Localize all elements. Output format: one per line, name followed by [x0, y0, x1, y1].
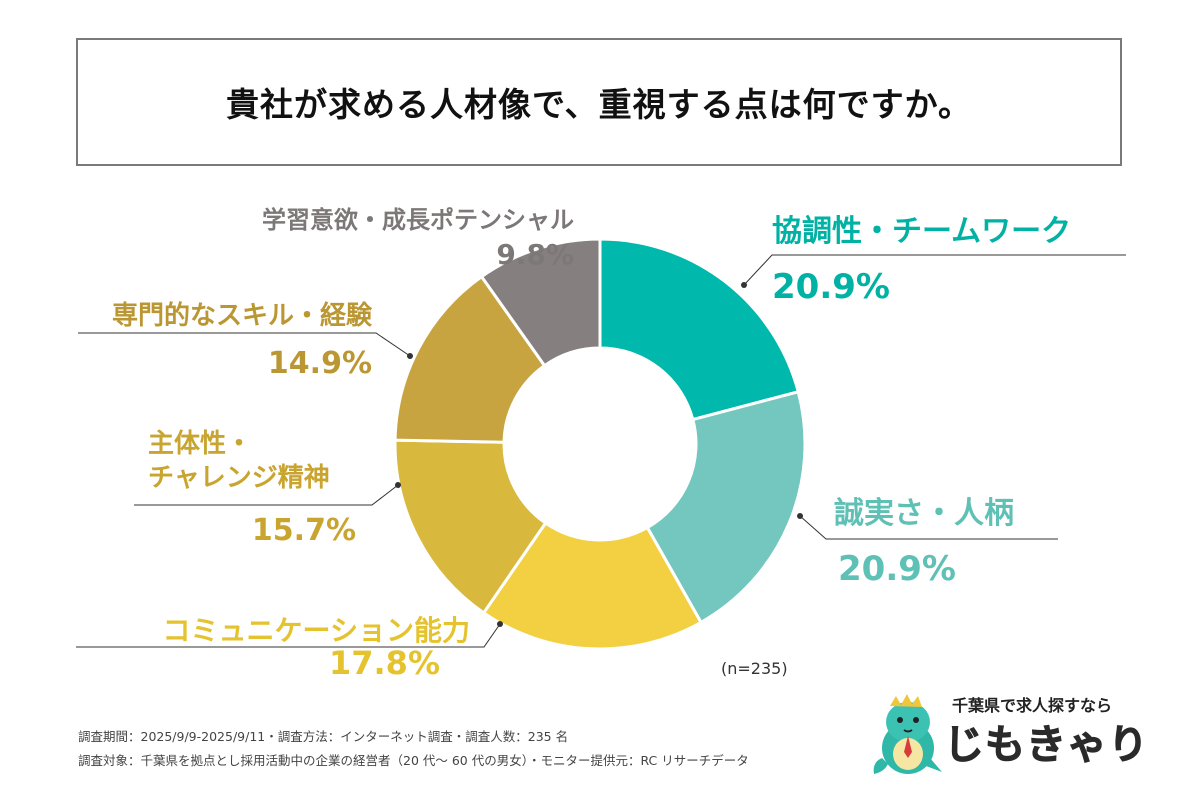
slice-value-5: 9.8%: [496, 238, 574, 271]
donut-slices: [393, 237, 807, 651]
slice-value-1: 20.9%: [838, 549, 956, 589]
leader-line-4: [78, 332, 411, 357]
slice-label-3a: 主体性・: [148, 429, 252, 459]
leader-dot-1: [797, 513, 803, 519]
donut-slice-1: [645, 390, 807, 624]
brand-logo: 千葉県で求人探すなら じもきゃり: [868, 692, 1149, 778]
slice-label-4: 専門的なスキル・経験: [112, 300, 373, 331]
donut-slice-0: [598, 237, 800, 422]
chart-title: 貴社が求める人材像で、重視する点は何ですか。: [225, 85, 973, 124]
donut-slice-4: [393, 275, 547, 444]
slice-value-2: 17.8%: [329, 644, 440, 682]
slice-value-4: 14.9%: [268, 346, 372, 381]
leader-dot-0: [741, 282, 747, 288]
slice-label-2: コミュニケーション能力: [163, 614, 470, 647]
donut-slice-2: [482, 521, 703, 651]
leader-dot-3: [395, 482, 401, 488]
leader-line-3: [134, 484, 399, 506]
leader-line-2: [76, 623, 501, 648]
slice-label-3b: チャレンジ精神: [148, 463, 330, 493]
donut-slice-3: [393, 438, 548, 615]
survey-info-line-2: 調査対象：千葉県を拠点とし採用活動中の企業の経営者（20 代〜 60 代の男女）…: [78, 753, 749, 768]
leader-dot-2: [497, 621, 503, 627]
slice-value-3: 15.7%: [252, 513, 356, 548]
leader-lines: [76, 254, 1126, 648]
slice-label-5: 学習意欲・成長ポテンシャル: [262, 206, 574, 234]
sample-size-note: (n=235): [721, 659, 788, 678]
survey-info-line-1: 調査期間：2025/9/9-2025/9/11・調査方法：インターネット調査・調…: [78, 729, 569, 744]
leader-dot-4: [407, 353, 413, 359]
slice-label-0: 協調性・チームワーク: [772, 214, 1071, 249]
dinosaur-mascot-icon: [873, 694, 942, 774]
leader-line-0: [743, 254, 1126, 286]
slice-label-1: 誠実さ・人柄: [834, 496, 1014, 531]
logo-tagline: 千葉県で求人探すなら: [952, 696, 1113, 715]
leader-line-1: [799, 515, 1058, 540]
title-box: 貴社が求める人材像で、重視する点は何ですか。: [76, 38, 1122, 166]
slice-value-0: 20.9%: [772, 267, 890, 307]
donut-slice-5: [480, 237, 602, 368]
logo-brand: じもきゃり: [944, 722, 1149, 769]
